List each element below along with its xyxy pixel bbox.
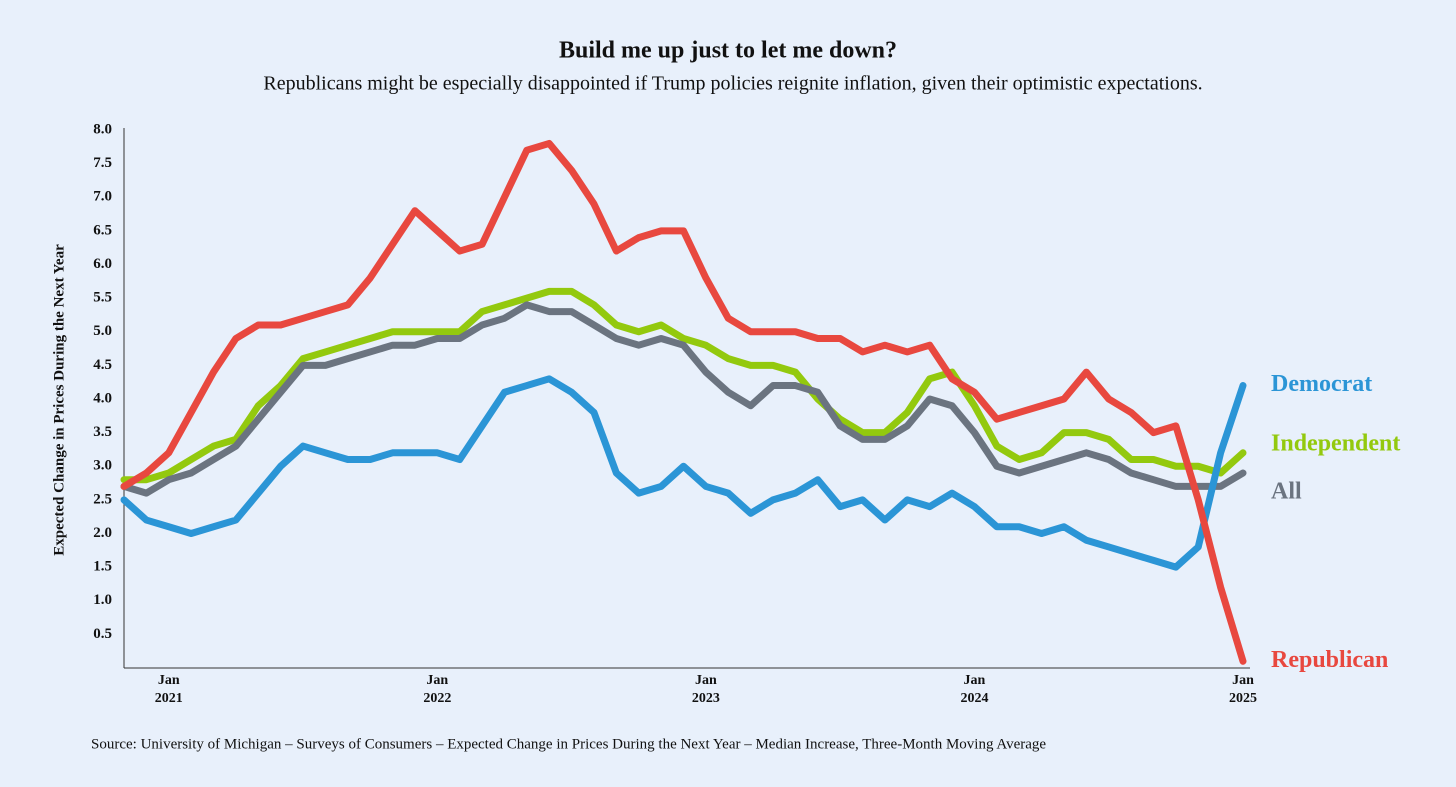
source-note: Source: University of Michigan – Surveys… bbox=[91, 736, 1046, 752]
series-label: Republican bbox=[1271, 647, 1388, 673]
y-tick-label: 5.0 bbox=[93, 323, 112, 339]
y-tick-label: 6.5 bbox=[93, 222, 112, 238]
y-tick-label: 8.0 bbox=[93, 121, 112, 137]
y-tick-label: 1.5 bbox=[93, 559, 112, 575]
series-line bbox=[120, 139, 1247, 665]
y-tick-label: 2.5 bbox=[93, 491, 112, 507]
y-tick-label: 6.0 bbox=[93, 256, 112, 272]
series-label: All bbox=[1271, 478, 1302, 504]
y-tick-label: 3.5 bbox=[93, 424, 112, 440]
chart-subtitle: Republicans might be especially disappoi… bbox=[263, 73, 1202, 95]
y-tick-label: 5.5 bbox=[93, 290, 112, 306]
x-tick-label: Jan 2023 bbox=[691, 673, 720, 706]
y-tick-label: 4.5 bbox=[93, 357, 112, 373]
x-tick-label: Jan 2025 bbox=[1229, 673, 1257, 706]
y-tick-label: 3.0 bbox=[93, 458, 112, 474]
y-tick-label: 0.5 bbox=[93, 626, 112, 642]
series-line bbox=[120, 301, 1247, 497]
y-tick-label: 4.0 bbox=[93, 390, 112, 406]
x-tick-label: Jan 2021 bbox=[154, 673, 183, 706]
y-tick-label: 2.0 bbox=[93, 525, 112, 541]
y-tick-label: 1.0 bbox=[93, 592, 112, 608]
series-label: Democrat bbox=[1271, 371, 1372, 397]
series-line bbox=[120, 375, 1247, 571]
y-axis-title: Expected Change in Prices During the Nex… bbox=[51, 244, 67, 556]
series-label: Independent bbox=[1271, 430, 1400, 456]
x-tick-label: Jan 2024 bbox=[960, 673, 989, 706]
y-tick-label: 7.5 bbox=[93, 155, 112, 171]
y-tick-label: 7.0 bbox=[93, 189, 112, 205]
chart-title: Build me up just to let me down? bbox=[559, 38, 897, 64]
x-tick-label: Jan 2022 bbox=[423, 673, 452, 706]
series-line bbox=[120, 287, 1247, 484]
